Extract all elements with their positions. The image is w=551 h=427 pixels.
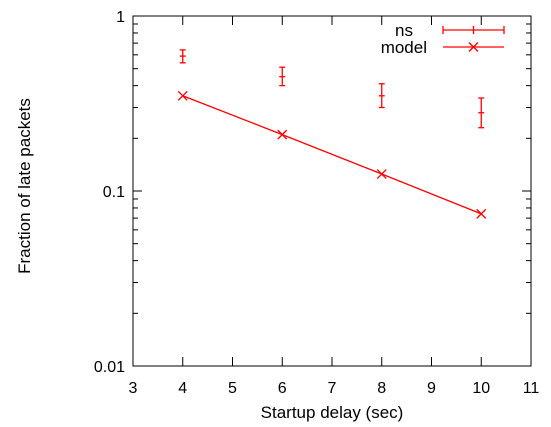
legend-label-model: model [381,38,427,57]
x-tick-label: 5 [228,380,237,397]
x-tick-label: 4 [178,380,187,397]
legend-marker-model [468,42,479,52]
x-axis-ticks: 3 4 5 6 7 8 9 10 11 [129,16,540,397]
x-tick-label: 11 [523,380,540,397]
x-tick-label: 3 [129,380,138,397]
y-tick-label: 1 [116,9,125,26]
y-tick-label: 0.01 [94,359,125,376]
x-axis-label: Startup delay (sec) [261,403,404,422]
x-tick-label: 9 [427,380,436,397]
x-tick-label: 10 [472,380,490,397]
ns-errorbar [179,49,186,64]
legend: ns model [381,21,505,57]
model-point [376,169,387,180]
legend-sample-ns [442,26,505,34]
ns-errorbar [279,66,286,87]
x-tick-label: 6 [278,380,287,397]
model-line [182,95,482,215]
ns-errorbar [478,97,485,129]
x-tick-label: 7 [328,380,337,397]
y-tick-label: 0.1 [103,184,125,201]
x-tick-label: 8 [377,380,386,397]
data-series [177,49,487,219]
model-point [177,90,188,101]
y-axis-label: Fraction of late packets [15,98,34,274]
plot-border [132,15,532,367]
y-axis-ticks: 0.01 0.1 1 [94,9,531,376]
model-point [476,208,487,219]
model-point [277,129,288,140]
ns-errorbar [378,83,385,109]
legend-sample-model [443,42,504,52]
legend-label-ns: ns [395,21,413,40]
plot-frame [132,15,532,367]
